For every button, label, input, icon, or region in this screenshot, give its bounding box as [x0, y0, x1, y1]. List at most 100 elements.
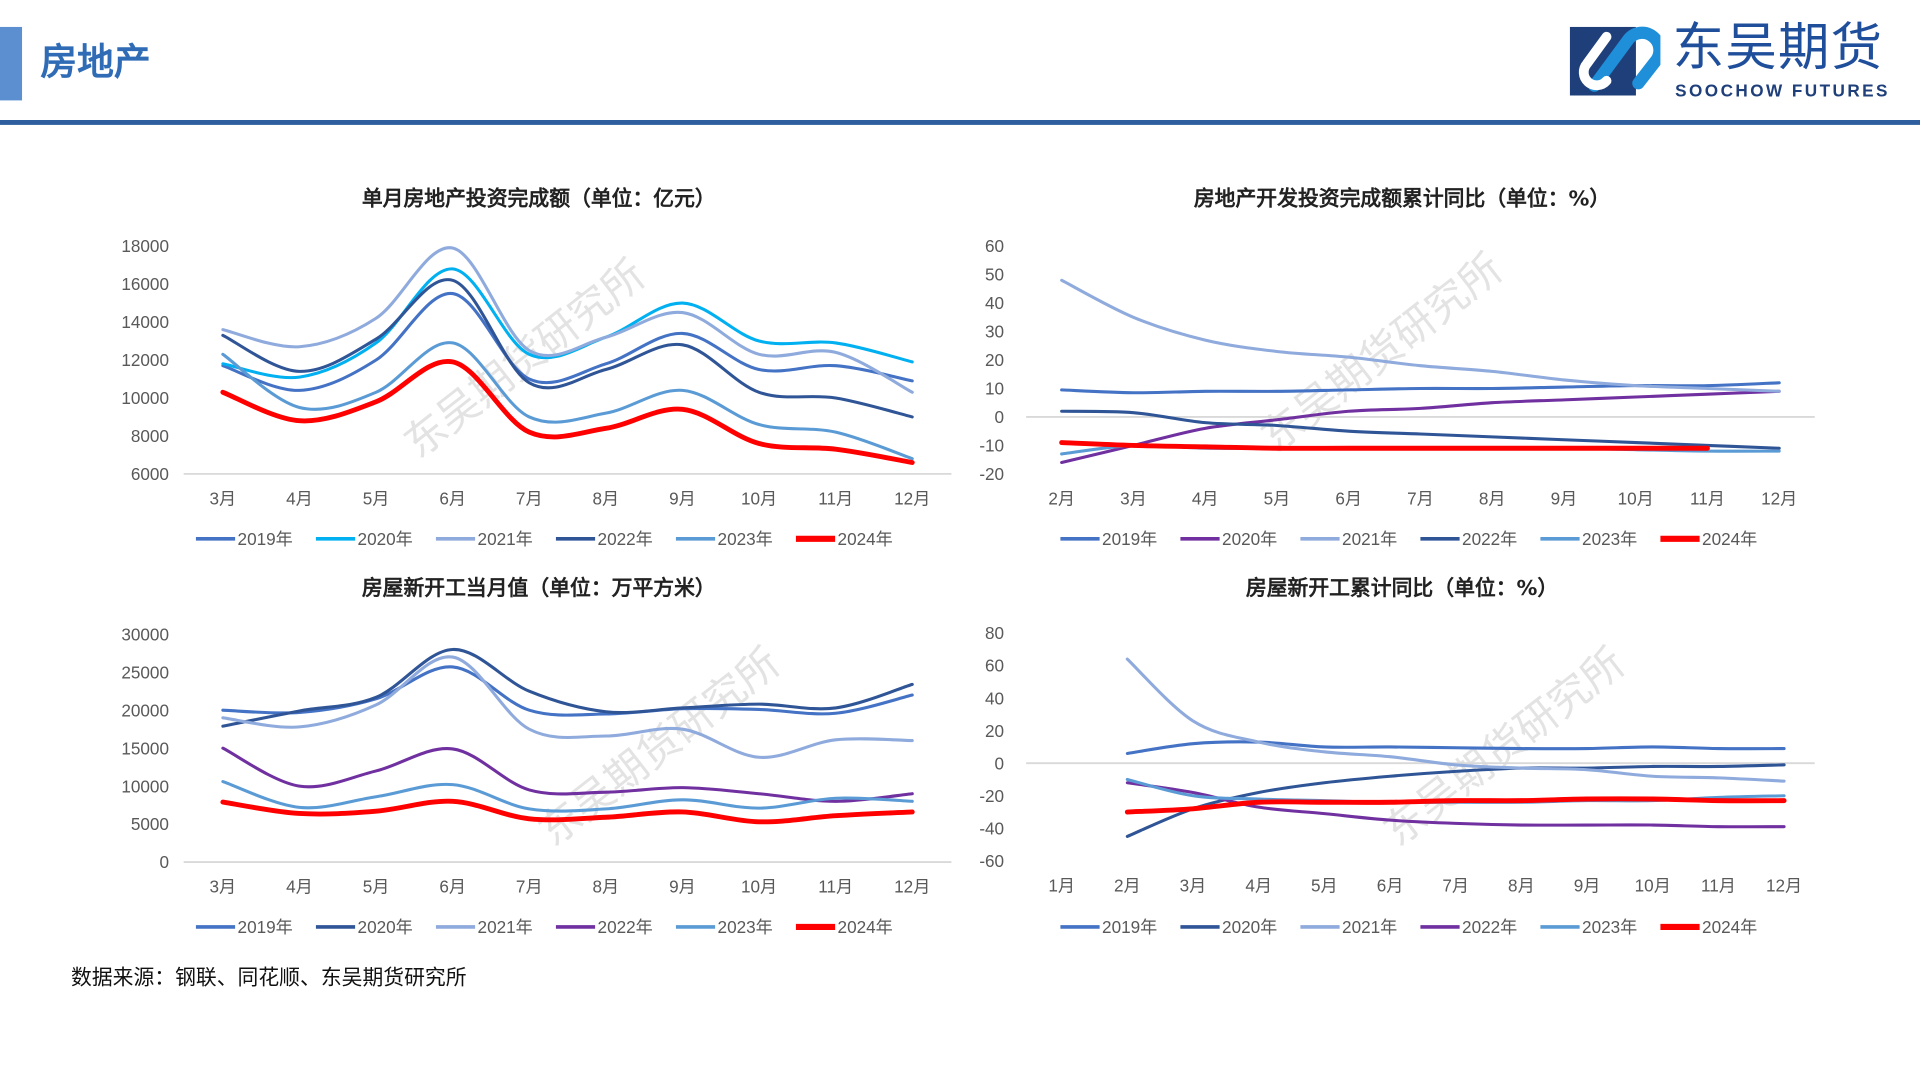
- x-tick-label: 12月: [894, 877, 930, 897]
- x-tick-label: 11月: [1701, 875, 1736, 895]
- logo-mark-icon: [1569, 26, 1661, 96]
- x-tick-label: 10月: [741, 877, 777, 897]
- y-tick-label: 40: [985, 688, 1004, 708]
- x-tick-label: 5月: [363, 877, 390, 897]
- legend-label: 2024年: [838, 917, 893, 937]
- y-tick-label: -60: [979, 851, 1004, 871]
- header-accent-bar: [0, 26, 23, 101]
- y-tick-label: 0: [995, 407, 1005, 427]
- legend-label: 2019年: [1102, 917, 1157, 937]
- x-tick-label: 3月: [1180, 875, 1207, 895]
- x-tick-label: 6月: [439, 488, 466, 508]
- x-tick-label: 8月: [593, 877, 620, 897]
- legend-label: 2023年: [1582, 917, 1637, 937]
- legend-label: 2023年: [718, 917, 773, 937]
- x-tick-label: 8月: [593, 488, 620, 508]
- legend-label: 2024年: [838, 529, 893, 549]
- series-line-2024年: [220, 359, 915, 465]
- y-tick-label: 30000: [121, 624, 169, 644]
- legend-label: 2024年: [1702, 529, 1757, 549]
- logo-text-cn: 东吴期货: [1672, 17, 1884, 78]
- x-tick-label: 8月: [1508, 875, 1535, 895]
- y-tick-label: 25000: [121, 662, 169, 682]
- x-tick-label: 7月: [516, 877, 543, 897]
- y-tick-label: 80: [985, 623, 1004, 643]
- x-tick-label: 3月: [210, 488, 237, 508]
- x-tick-label: 8月: [1479, 488, 1506, 508]
- x-tick-label: 10月: [741, 488, 777, 508]
- x-tick-label: 11月: [1690, 488, 1725, 508]
- x-tick-label: 12月: [1761, 488, 1797, 508]
- y-tick-label: 60: [985, 236, 1004, 256]
- x-tick-label: 10月: [1618, 488, 1654, 508]
- x-tick-label: 9月: [1551, 488, 1578, 508]
- logo-text-en: SOOCHOW FUTURES: [1675, 80, 1890, 101]
- series-line-2020年: [1125, 763, 1786, 838]
- header-divider: [0, 120, 1920, 125]
- series-line-2023年: [221, 341, 914, 461]
- x-tick-label: 7月: [1442, 875, 1469, 895]
- y-tick-label: 60: [985, 656, 1004, 676]
- chart-4-title: 房屋新开工累计同比（单位：%）: [1245, 576, 1559, 602]
- y-tick-label: 5000: [131, 814, 169, 834]
- x-tick-label: 4月: [286, 877, 313, 897]
- soochow-futures-logo: 东吴期货 SOOCHOW FUTURES: [1569, 17, 1913, 103]
- x-tick-label: 2月: [1048, 488, 1075, 508]
- y-tick-label: 0: [995, 753, 1005, 773]
- x-tick-label: 12月: [894, 488, 930, 508]
- y-tick-label: 0: [159, 852, 169, 872]
- y-tick-label: 20: [985, 350, 1004, 370]
- x-tick-label: 4月: [1192, 488, 1219, 508]
- x-tick-label: 4月: [286, 488, 313, 508]
- x-tick-label: 9月: [669, 877, 696, 897]
- chart-2-title: 房地产开发投资完成额累计同比（单位：%）: [1193, 187, 1611, 212]
- y-tick-label: 15000: [121, 738, 169, 758]
- legend-label: 2022年: [598, 529, 653, 549]
- legend-label: 2021年: [478, 917, 533, 937]
- chart-1-title: 单月房地产投资完成额（单位：亿元）: [361, 187, 716, 212]
- x-tick-label: 7月: [1407, 488, 1434, 508]
- series-line-2019年: [1125, 740, 1786, 755]
- x-tick-label: 10月: [1635, 875, 1671, 895]
- x-tick-label: 6月: [1335, 488, 1362, 508]
- chart-1: 东吴期货研究所600080001000012000140001600018000…: [121, 236, 952, 549]
- x-tick-label: 7月: [516, 488, 543, 508]
- y-tick-label: 40: [985, 293, 1004, 313]
- legend-label: 2020年: [358, 917, 413, 937]
- series-line-2021年: [221, 655, 914, 759]
- x-tick-label: 3月: [1120, 488, 1147, 508]
- x-tick-label: 6月: [1377, 875, 1404, 895]
- series-line-2024年: [1124, 796, 1787, 815]
- x-tick-label: 5月: [363, 488, 390, 508]
- y-tick-label: -10: [979, 436, 1004, 456]
- y-tick-label: 10000: [121, 388, 169, 408]
- y-tick-label: 12000: [121, 350, 169, 370]
- y-tick-label: 6000: [131, 464, 169, 484]
- series-line-2019年: [221, 292, 914, 392]
- series-line-2022年: [221, 746, 914, 803]
- y-tick-label: 18000: [121, 236, 169, 256]
- series-line-2024年: [220, 798, 915, 825]
- series-line-2021年: [1125, 657, 1786, 783]
- y-tick-label: 30: [985, 322, 1004, 342]
- y-tick-label: -40: [979, 818, 1004, 838]
- legend-label: 2020年: [1222, 529, 1277, 549]
- series-line-2020年: [1060, 389, 1781, 465]
- series-line-2022年: [1060, 409, 1781, 450]
- y-tick-label: 20000: [121, 700, 169, 720]
- legend-label: 2020年: [1222, 917, 1277, 937]
- y-tick-label: 10000: [121, 776, 169, 796]
- legend-label: 2019年: [1102, 529, 1157, 549]
- legend-label: 2019年: [238, 529, 293, 549]
- x-tick-label: 12月: [1766, 875, 1802, 895]
- y-tick-label: 8000: [131, 426, 169, 446]
- y-tick-label: -20: [979, 464, 1004, 484]
- x-tick-label: 5月: [1264, 488, 1291, 508]
- legend-label: 2021年: [1342, 529, 1397, 549]
- x-tick-label: 11月: [818, 877, 853, 897]
- y-tick-label: 14000: [121, 312, 169, 332]
